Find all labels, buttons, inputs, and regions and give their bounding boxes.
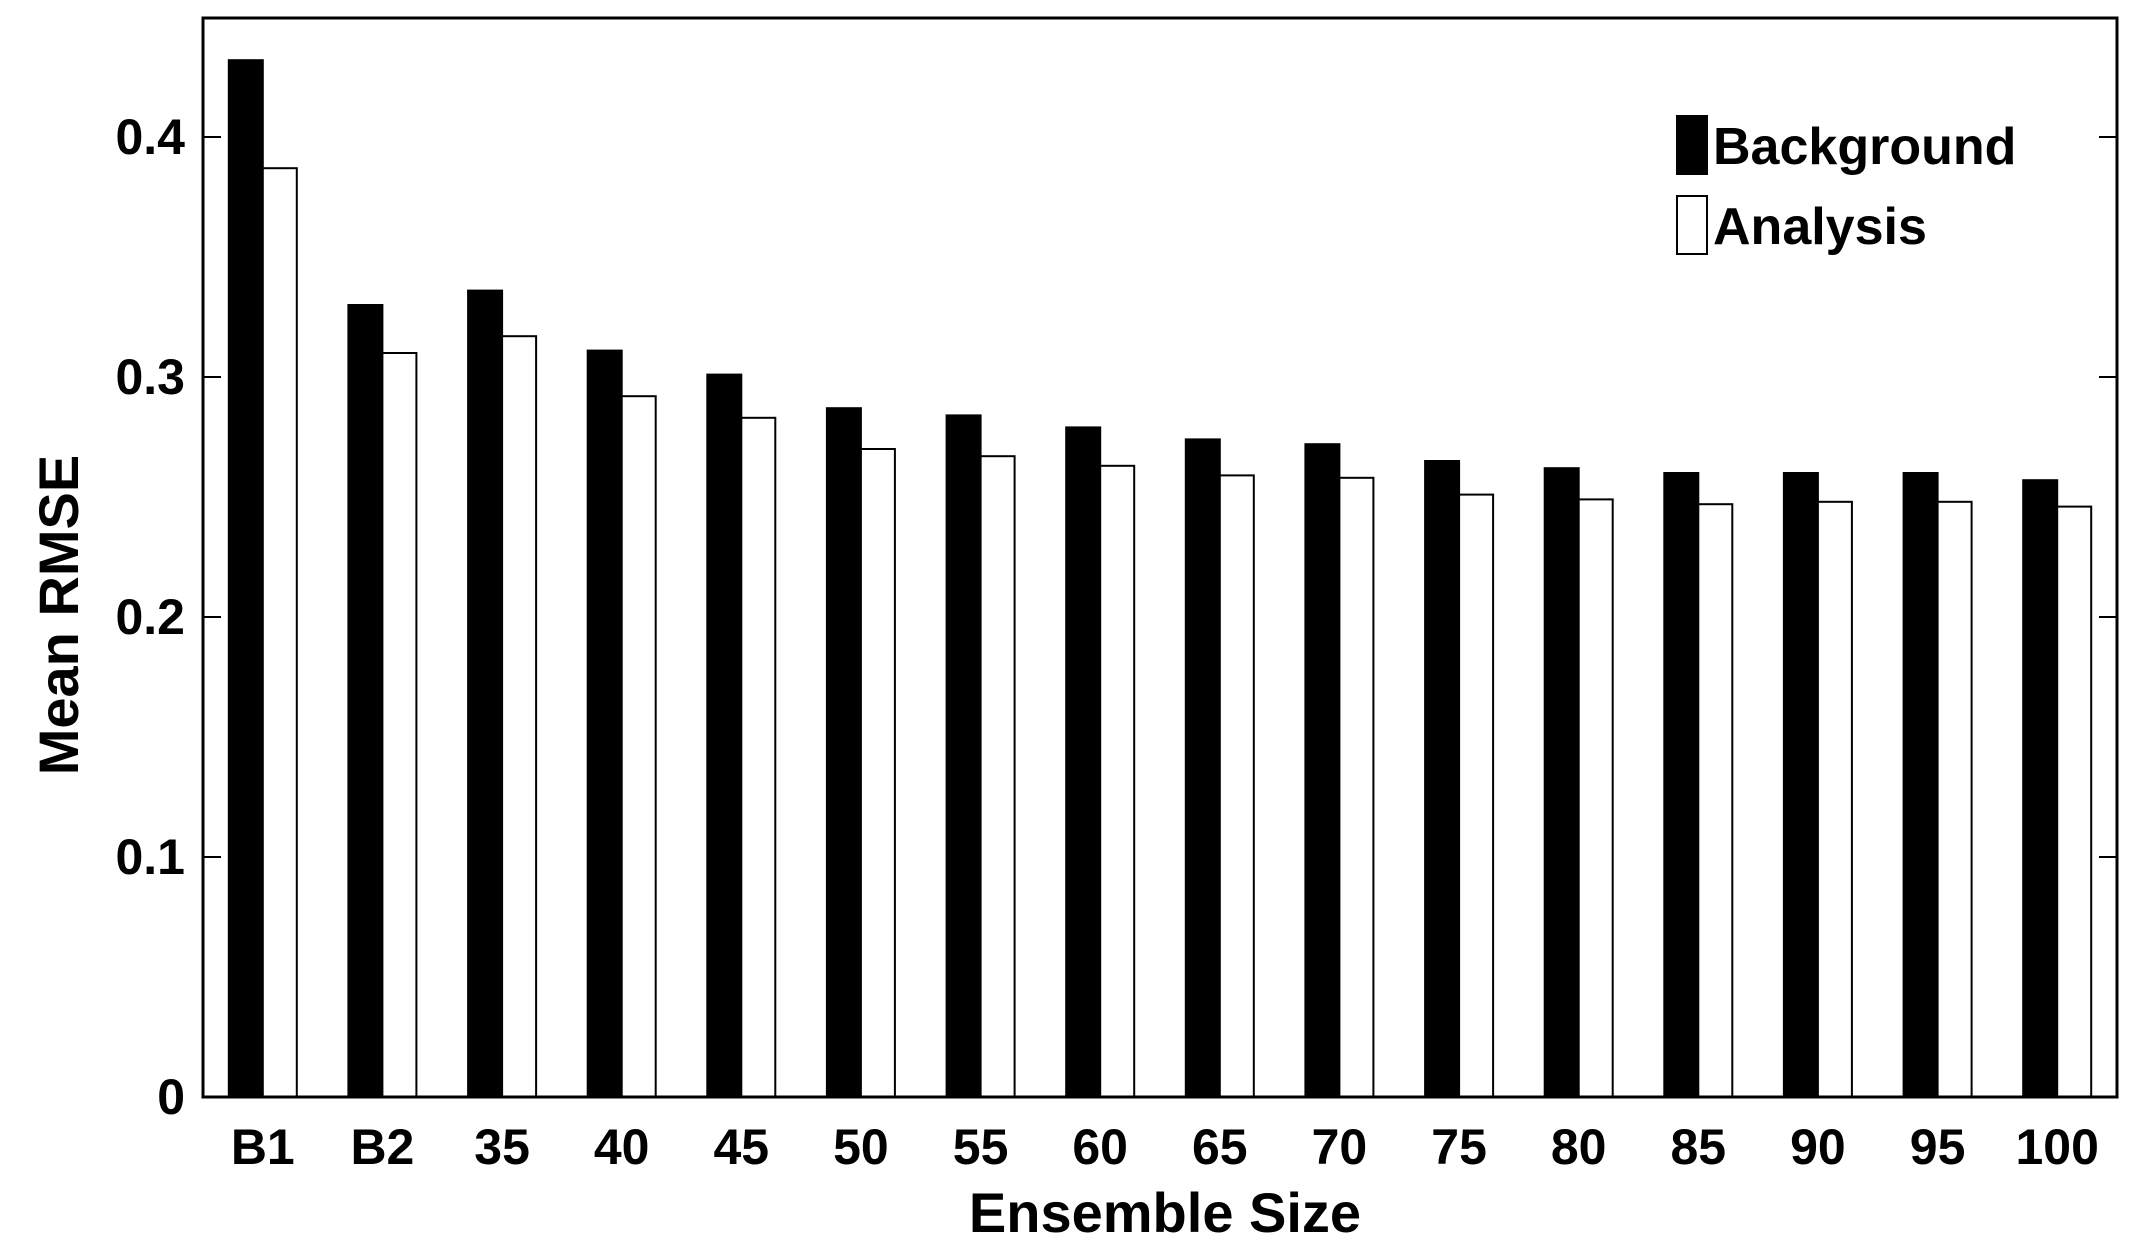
y-tick-label: 0.3	[115, 349, 185, 405]
bars-layer	[227, 59, 2093, 1099]
bar-analysis-75	[1458, 493, 1495, 1099]
bar-analysis-45	[740, 416, 777, 1098]
bar-analysis-35	[501, 335, 538, 1098]
y-tick-label: 0.1	[115, 829, 185, 885]
bar-background-80	[1543, 467, 1580, 1098]
x-tick-label: 90	[1790, 1119, 1846, 1175]
bar-analysis-80	[1577, 498, 1614, 1098]
bar-analysis-100	[2056, 505, 2093, 1099]
bar-analysis-70	[1338, 476, 1375, 1098]
bar-analysis-40	[620, 395, 657, 1098]
bar-background-45	[706, 373, 743, 1099]
y-tick-label: 0	[157, 1069, 185, 1125]
x-tick-label: 60	[1072, 1119, 1128, 1175]
x-tick-label: B1	[231, 1119, 295, 1175]
bar-analysis-50	[859, 448, 896, 1098]
plot-frame	[201, 16, 2119, 1099]
x-tick-label: 70	[1312, 1119, 1368, 1175]
x-tick-label: 50	[833, 1119, 889, 1175]
bar-background-70	[1304, 443, 1341, 1098]
y-axis-label: Mean RMSE	[27, 455, 90, 776]
bar-background-75	[1424, 460, 1461, 1098]
bar-background-35	[467, 289, 504, 1099]
bar-analysis-B2	[381, 352, 418, 1098]
bar-analysis-65	[1218, 474, 1255, 1098]
bar-background-60	[1065, 426, 1102, 1098]
x-axis-label: Ensemble Size	[969, 1181, 1361, 1244]
y-tick-label: 0.4	[115, 109, 185, 165]
x-axis-ticks: B1 B2 35 40 45 50 55 60 65 70 75 80 85 90 95 100	[231, 1119, 2099, 1175]
x-tick-label: 65	[1192, 1119, 1248, 1175]
bar-background-55	[945, 414, 982, 1098]
bar-background-100	[2022, 479, 2059, 1098]
bar-background-95	[1902, 472, 1939, 1098]
bar-background-90	[1782, 472, 1819, 1098]
legend-label-background: Background	[1713, 118, 2016, 176]
x-tick-label: B2	[350, 1119, 414, 1175]
x-tick-label: 80	[1551, 1119, 1607, 1175]
y-axis-ticks: 0 0.1 0.2 0.3 0.4	[115, 109, 2117, 1125]
x-tick-label: 40	[594, 1119, 650, 1175]
bar-background-65	[1184, 438, 1221, 1098]
bar-analysis-85	[1697, 503, 1734, 1098]
bar-background-85	[1663, 472, 1700, 1098]
bar-background-40	[586, 349, 623, 1099]
legend: Background Analysis	[1676, 115, 2016, 256]
x-tick-label: 75	[1431, 1119, 1487, 1175]
legend-swatch-background	[1676, 115, 1708, 175]
bar-background-B2	[347, 304, 384, 1098]
x-tick-label: 95	[1910, 1119, 1966, 1175]
x-tick-label: 85	[1670, 1119, 1726, 1175]
x-tick-label: 55	[953, 1119, 1009, 1175]
bar-background-50	[825, 407, 862, 1098]
bar-analysis-60	[1099, 464, 1136, 1098]
bar-analysis-55	[979, 455, 1016, 1098]
y-tick-label: 0.2	[115, 589, 185, 645]
bar-background-B1	[227, 59, 264, 1099]
legend-label-analysis: Analysis	[1713, 198, 1927, 256]
bar-analysis-95	[1936, 500, 1973, 1098]
x-tick-label: 35	[474, 1119, 530, 1175]
plot-border	[201, 16, 2119, 1099]
x-tick-label: 45	[713, 1119, 769, 1175]
x-tick-label: 100	[2015, 1119, 2098, 1175]
bar-analysis-B1	[261, 167, 298, 1098]
legend-swatch-analysis	[1676, 195, 1708, 255]
bar-analysis-90	[1816, 500, 1853, 1098]
